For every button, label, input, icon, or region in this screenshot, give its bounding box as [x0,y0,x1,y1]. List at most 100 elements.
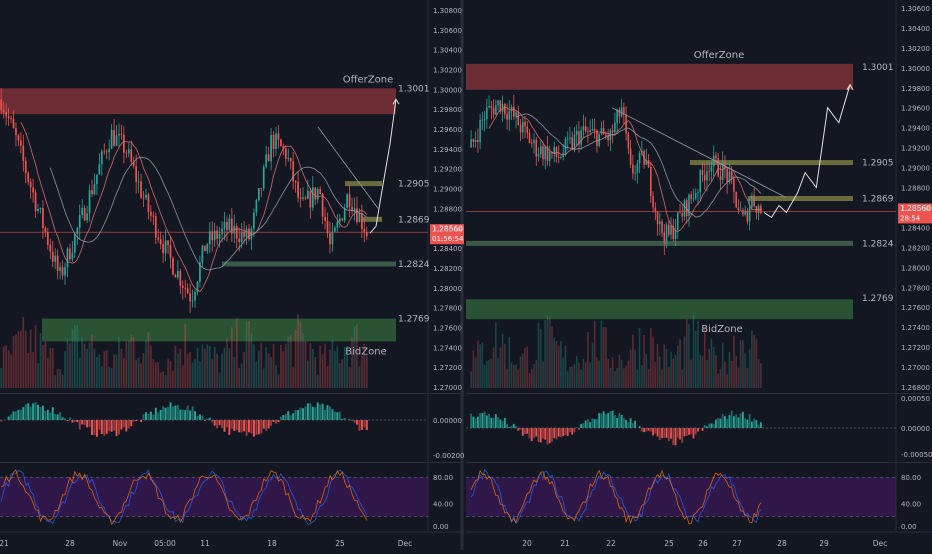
macd-histogram-bar [499,420,501,428]
volume-bar [314,357,316,388]
candle-body [143,198,145,199]
macd-histogram-bar [81,420,83,424]
zone-label: BidZone [701,324,742,335]
macd-histogram-bar [113,420,115,431]
candle-body [35,192,37,211]
macd-histogram-bar [42,406,44,420]
y-tick-label: 1.28600 [433,225,462,233]
macd-histogram-bar [37,405,39,420]
macd-histogram-bar [569,428,571,432]
volume-bar [160,372,162,388]
candle-body [305,197,307,198]
volume-bar [233,357,235,388]
volume-bar [661,370,663,388]
volume-bar [64,351,66,388]
volume-bar [556,341,558,388]
candle-body [359,214,361,223]
volume-bar [118,337,120,388]
candle-body [256,200,258,212]
candle-body [89,190,91,213]
macd-histogram-bar [520,428,522,430]
y-tick-label: 1.29200 [901,145,930,153]
macd-histogram-bar [733,416,735,428]
candle-body [128,149,130,153]
x-tick-label: 28 [777,539,787,548]
stoch-tick-label: 0.00 [433,523,449,531]
macd-histogram-bar [39,407,41,420]
macd-histogram-bar [470,414,472,428]
volume-bar [695,331,697,388]
macd-histogram-bar [295,410,297,420]
candle-body [74,234,76,253]
macd-histogram-bar [223,420,225,432]
macd-histogram-bar [731,411,733,428]
candle-body [278,133,280,139]
volume-bar [297,314,299,388]
level-label: 1.2905 [398,180,430,190]
y-tick-label: 1.29200 [433,166,462,174]
volume-bar [571,366,573,388]
volume-bar [40,333,42,388]
macd-histogram-bar [358,420,360,431]
candle-body [189,293,191,301]
y-tick-label: 1.28200 [433,265,462,273]
volume-bar [309,343,311,388]
volume-bar [229,348,231,388]
volume-bar [702,356,704,388]
volume-bar [747,368,749,388]
y-tick-label: 1.28400 [433,245,462,253]
macd-histogram-bar [184,410,186,420]
macd-histogram-bar [475,418,477,428]
volume-bar [715,355,717,388]
macd-histogram-bar [354,420,356,422]
volume-bar [578,363,580,388]
macd-histogram-bar [650,428,652,432]
volume-bar [290,335,292,388]
macd-histogram-bar [125,420,127,431]
candle-body [556,147,558,157]
volume-bar [690,360,692,388]
candle-body [175,275,177,278]
volume-bar [22,317,24,388]
volume-bar [603,327,605,388]
x-tick-label: 21 [560,539,570,548]
volume-bar [221,354,223,388]
macd-histogram-bar [179,410,181,420]
volume-bar [601,321,603,388]
y-tick-label: 1.28400 [901,224,930,232]
candle-body [268,154,270,161]
volume-bar [307,361,309,388]
macd-histogram-bar [616,418,618,428]
macd-histogram-bar [273,420,275,422]
candle-body [182,286,184,288]
macd-histogram-bar [641,428,643,432]
candle-body [113,130,115,146]
candle-body [103,151,105,152]
candle-body [67,249,69,268]
macd-histogram-bar [583,423,585,428]
volume-bar [322,354,324,388]
macd-histogram-bar [253,420,255,437]
macd-histogram-bar [605,414,607,428]
macd-histogram-bar [177,405,179,420]
volume-bar [280,345,282,388]
volume-bar [484,365,486,388]
volume-bar [693,315,695,388]
volume-bar [236,318,238,388]
candle-body [594,129,596,131]
volume-bar [619,355,621,388]
volume-bar [742,340,744,388]
volume-bar [502,334,504,388]
candle-body [621,107,623,116]
candle-body [76,228,78,234]
candle-body [632,165,634,174]
candle-body [145,195,147,198]
y-tick-label: 1.29000 [433,186,462,194]
candle-body [553,147,555,154]
macd-histogram-bar [155,408,157,420]
macd-histogram-bar [69,417,71,420]
candle-body [155,216,157,238]
volume-bar [121,349,123,388]
macd-histogram-bar [282,415,284,420]
